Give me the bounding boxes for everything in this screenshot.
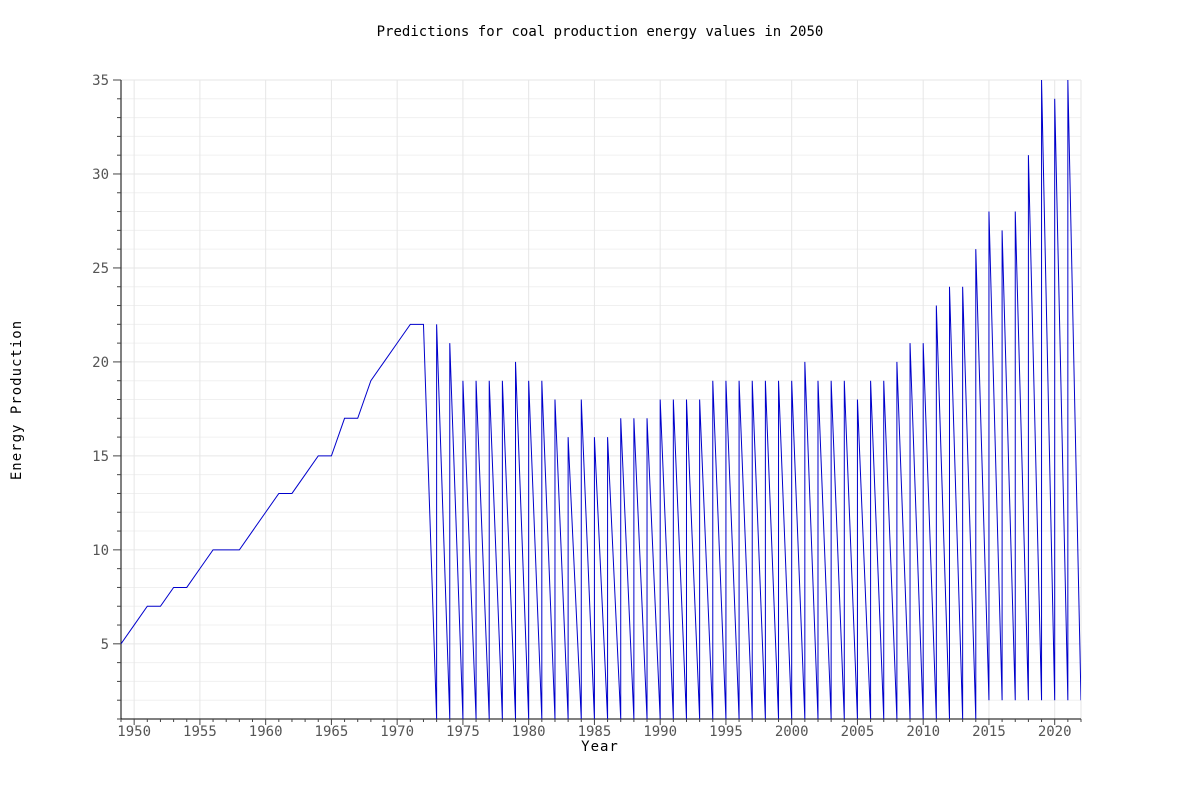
x-tick-label: 1960: [249, 724, 283, 740]
grid-lines: [121, 79, 1082, 720]
y-tick-label: 20: [92, 355, 109, 371]
plot-area: [121, 79, 1081, 719]
x-tick-label: 1970: [380, 724, 414, 740]
x-tick-label: 2000: [775, 724, 809, 740]
y-tick-label: 10: [92, 543, 109, 559]
x-tick-label: 1985: [578, 724, 612, 740]
x-axis-ticks: 1950 1955 1960 1965 1970 1975 1980 1985 1990 1995…: [117, 719, 1082, 740]
series-line-0: [121, 79, 1081, 719]
y-tick-label: 5: [101, 637, 109, 653]
x-tick-label: 1965: [315, 724, 349, 740]
y-tick-label: 15: [92, 449, 109, 465]
y-axis-label: Energy Production: [9, 320, 25, 480]
x-tick-label: 1975: [446, 724, 480, 740]
x-tick-label: 1990: [643, 724, 677, 740]
y-tick-label: 30: [92, 167, 109, 183]
x-tick-label: 1950: [117, 724, 151, 740]
y-tick-label: 25: [92, 261, 109, 277]
y-axis-ticks: 5 10 15 20 25 30 35: [92, 73, 121, 720]
x-tick-label: 2015: [972, 724, 1006, 740]
x-tick-label: 1995: [709, 724, 743, 740]
x-tick-label: 2005: [841, 724, 875, 740]
chart-title: Predictions for coal production energy v…: [377, 24, 824, 40]
x-tick-label: 2020: [1038, 724, 1072, 740]
x-tick-label: 1955: [183, 724, 217, 740]
x-axis-label: Year: [581, 739, 619, 755]
y-tick-label: 35: [92, 73, 109, 89]
x-tick-label: 1980: [512, 724, 546, 740]
x-tick-label: 2010: [906, 724, 940, 740]
